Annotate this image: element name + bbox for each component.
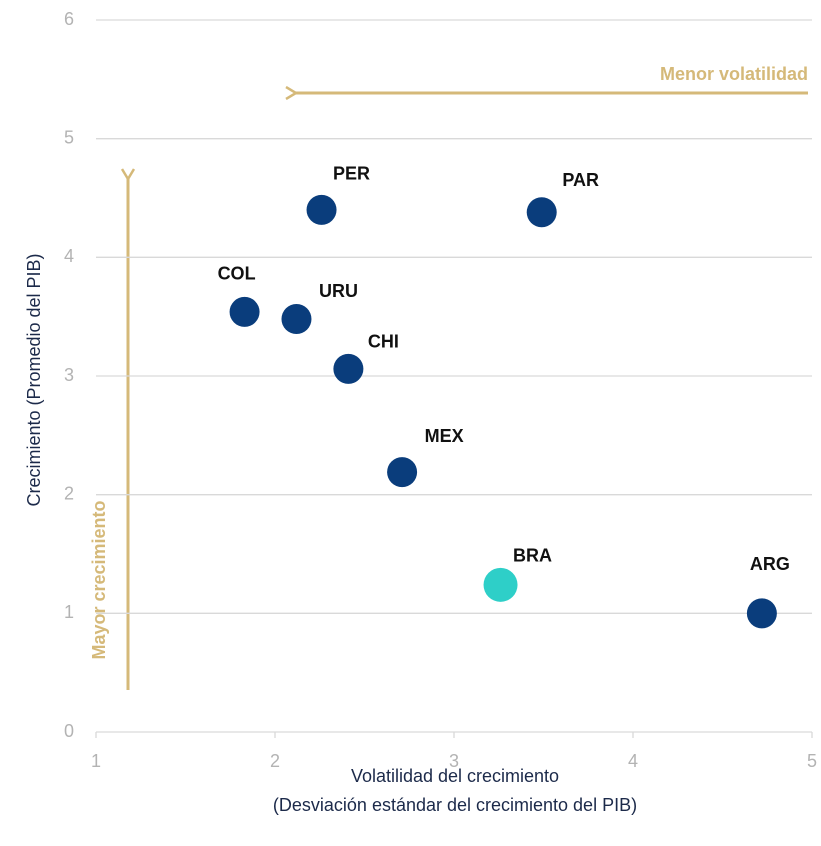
y-tick-label: 0	[64, 721, 74, 741]
x-tick-label: 3	[449, 751, 459, 771]
x-axis-title: (Desviación estándar del crecimiento del…	[273, 795, 637, 815]
point-label: PER	[333, 164, 370, 184]
y-tick-label: 1	[64, 602, 74, 622]
point-label: PAR	[562, 170, 599, 190]
y-axis-title: Crecimiento (Promedio del PIB)	[24, 253, 44, 506]
x-tick-label: 2	[270, 751, 280, 771]
point	[306, 194, 337, 225]
point-label: CHI	[368, 332, 399, 352]
point	[229, 296, 260, 327]
annotation: Menor volatilidad	[660, 64, 808, 84]
x-axis-title: Volatilidad del crecimiento	[351, 766, 559, 786]
point	[281, 304, 312, 335]
point-label: BRA	[513, 546, 552, 566]
y-tick-label: 4	[64, 246, 74, 266]
x-tick-label: 5	[807, 751, 817, 771]
y-tick-label: 6	[64, 9, 74, 29]
point-label: URU	[319, 281, 358, 301]
point	[483, 567, 518, 602]
point	[746, 598, 777, 629]
point-label: ARG	[750, 554, 790, 574]
x-tick-label: 4	[628, 751, 638, 771]
point	[333, 353, 364, 384]
point-label: MEX	[425, 426, 464, 446]
y-tick-label: 2	[64, 483, 74, 503]
annotation: Mayor crecimiento	[89, 500, 109, 659]
y-tick-label: 5	[64, 127, 74, 147]
point	[387, 457, 418, 488]
point	[526, 197, 557, 228]
x-tick-label: 1	[91, 751, 101, 771]
y-tick-label: 3	[64, 365, 74, 385]
point-label: COL	[218, 264, 256, 284]
